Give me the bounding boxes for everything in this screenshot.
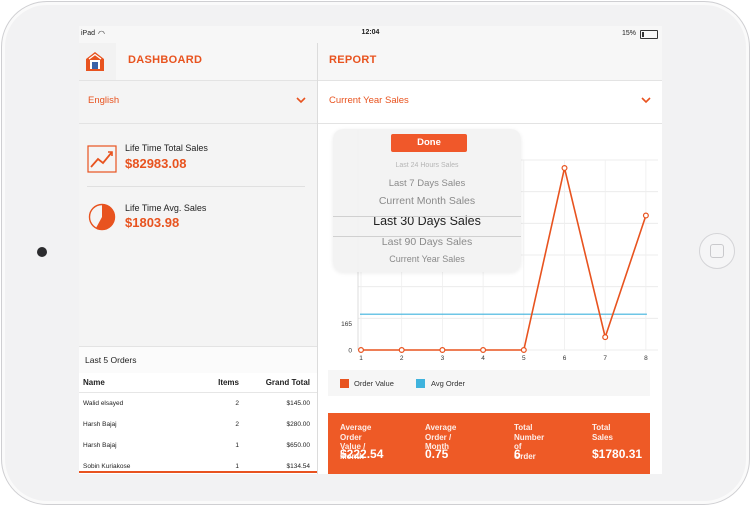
dashboard-header: DASHBOARD — [79, 43, 317, 81]
period-selector[interactable]: Current Year Sales — [318, 81, 662, 123]
home-button[interactable] — [699, 233, 735, 269]
order-value-line — [361, 167, 647, 351]
stat-value: $1803.98 — [125, 215, 180, 230]
chevron-down-icon — [296, 97, 306, 104]
table-row[interactable]: Sobin Kuriakose 1 $134.54 — [79, 456, 317, 474]
language-selector[interactable]: English — [79, 81, 317, 123]
order-items: 1 — [235, 442, 239, 449]
order-total: $650.00 — [286, 442, 311, 449]
language-value: English — [88, 95, 120, 106]
battery-icon — [640, 30, 658, 39]
order-value-point — [357, 347, 364, 354]
pie-chart-icon — [88, 203, 116, 231]
legend-swatch-order-value — [340, 379, 349, 388]
legend-swatch-avg-order — [416, 379, 425, 388]
order-total: $134.54 — [286, 463, 311, 470]
x-tick-label: 3 — [441, 355, 445, 362]
orders-section-title: Last 5 Orders — [79, 346, 317, 374]
done-button[interactable]: Done — [391, 134, 467, 152]
stat-label: Life Time Avg. Sales — [125, 203, 207, 213]
order-name: Sobin Kuriakose — [83, 463, 131, 470]
order-value-point — [642, 212, 649, 219]
x-tick-label: 7 — [603, 355, 607, 362]
table-row[interactable]: Harsh Bajaj 1 $650.00 — [79, 435, 317, 457]
stat-label: Life Time Total Sales — [125, 143, 208, 153]
x-tick-label: 2 — [400, 355, 404, 362]
carrier-label: iPad — [81, 30, 96, 37]
home-logo-icon[interactable] — [84, 50, 106, 72]
order-value-point — [561, 165, 568, 172]
x-tick-label: 6 — [563, 355, 567, 362]
col-name-header: Name — [83, 378, 105, 387]
picker-option[interactable]: Current Month Sales — [378, 195, 476, 207]
picker-option[interactable]: Current Year Sales — [389, 254, 465, 264]
x-tick-label: 5 — [522, 355, 526, 362]
legend-label: Order Value — [354, 379, 394, 388]
lifetime-total-sales: Life Time Total Sales $82983.08 — [87, 143, 305, 193]
col-total-header: Grand Total — [265, 378, 310, 387]
camera-icon — [37, 247, 47, 257]
chevron-down-icon — [641, 97, 651, 104]
order-items: 1 — [235, 463, 239, 470]
period-value: Current Year Sales — [329, 95, 409, 106]
order-value-point — [398, 347, 405, 354]
order-value-point — [520, 347, 527, 354]
table-row[interactable]: Harsh Bajaj 2 $280.00 — [79, 414, 317, 436]
y-tick-label: 165 — [341, 321, 352, 328]
status-bar: iPad ◠ 12:04 15% — [79, 26, 662, 43]
orders-table-header: Name Items Grand Total — [79, 373, 317, 393]
panel-divider — [317, 43, 318, 474]
screen: iPad ◠ 12:04 15% DASHBOARD English — [79, 26, 662, 474]
order-items: 2 — [235, 400, 239, 407]
y-tick-label: 0 — [348, 348, 352, 355]
picker-option[interactable]: Last 24 Hours Sales — [395, 162, 459, 169]
period-picker: Done Last 24 Hours Sales Last 7 Days Sale… — [333, 129, 521, 272]
picker-option[interactable]: Last 90 Days Sales — [381, 236, 473, 248]
report-title: REPORT — [329, 54, 377, 66]
order-name: Walid elsayed — [83, 400, 124, 407]
accent-line — [79, 471, 317, 473]
stat-value: $82983.08 — [125, 156, 187, 171]
picker-option[interactable]: Last 7 Days Sales — [388, 178, 466, 189]
picker-option[interactable]: Last 30 Days Sales — [373, 214, 481, 228]
order-value-point — [480, 347, 487, 354]
report-panel: REPORT Current Year Sales 016512345678Mo… — [318, 43, 662, 474]
x-tick-label: 8 — [644, 355, 648, 362]
order-name: Harsh Bajaj — [83, 421, 117, 428]
battery-percent: 15% — [621, 30, 636, 37]
table-row[interactable]: Walid elsayed 2 $145.00 — [79, 393, 317, 415]
order-value-point — [439, 347, 446, 354]
status-time: 12:04 — [361, 29, 380, 36]
chart-legend: Order Value Avg Order — [328, 370, 650, 396]
col-items-header: Items — [218, 378, 239, 387]
order-total: $145.00 — [286, 400, 311, 407]
x-tick-label: 1 — [359, 355, 363, 362]
summary-bar: Average Order Value / Month $222.54 Avera… — [328, 413, 650, 474]
line-chart-icon — [87, 145, 117, 173]
lifetime-avg-sales: Life Time Avg. Sales $1803.98 — [87, 200, 305, 250]
order-total: $280.00 — [286, 421, 311, 428]
x-tick-label: 4 — [481, 355, 485, 362]
legend-label: Avg Order — [431, 379, 466, 388]
order-value-point — [602, 334, 609, 341]
order-items: 2 — [235, 421, 239, 428]
page-title: DASHBOARD — [128, 54, 203, 66]
report-header: REPORT — [318, 43, 662, 81]
wifi-icon: ◠ — [98, 29, 105, 38]
dashboard-panel: DASHBOARD English Life Time Total Sales … — [79, 43, 317, 474]
order-name: Harsh Bajaj — [83, 442, 117, 449]
